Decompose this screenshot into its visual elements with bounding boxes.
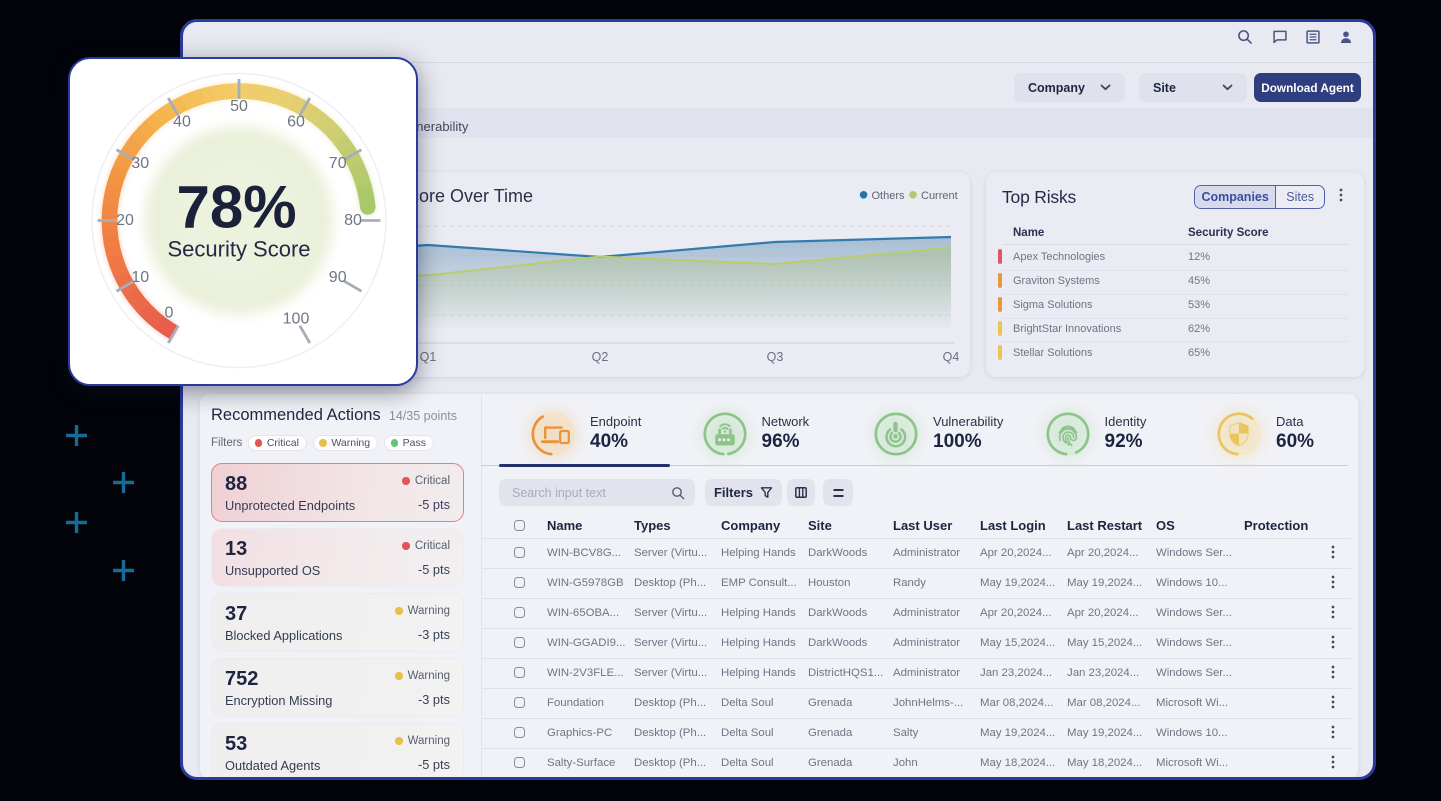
svg-text:Others: Others [872,190,906,202]
svg-text:70: 70 [329,155,347,172]
svg-text:80: 80 [344,212,362,229]
svg-text:Q4: Q4 [943,350,960,364]
svg-text:Q2: Q2 [592,350,609,364]
svg-text:50: 50 [230,98,248,115]
svg-text:10: 10 [131,269,149,286]
svg-text:40: 40 [173,113,191,130]
svg-text:30: 30 [131,155,149,172]
svg-text:0: 0 [165,305,174,322]
svg-text:Security Score: Security Score [167,237,310,262]
svg-text:60: 60 [287,113,305,130]
svg-text:100: 100 [283,311,310,328]
svg-text:78%: 78% [176,174,296,241]
svg-text:90: 90 [329,269,347,286]
svg-text:20: 20 [116,212,134,229]
svg-text:Q3: Q3 [767,350,784,364]
svg-text:Q1: Q1 [420,350,437,364]
svg-text:Current: Current [921,190,958,202]
